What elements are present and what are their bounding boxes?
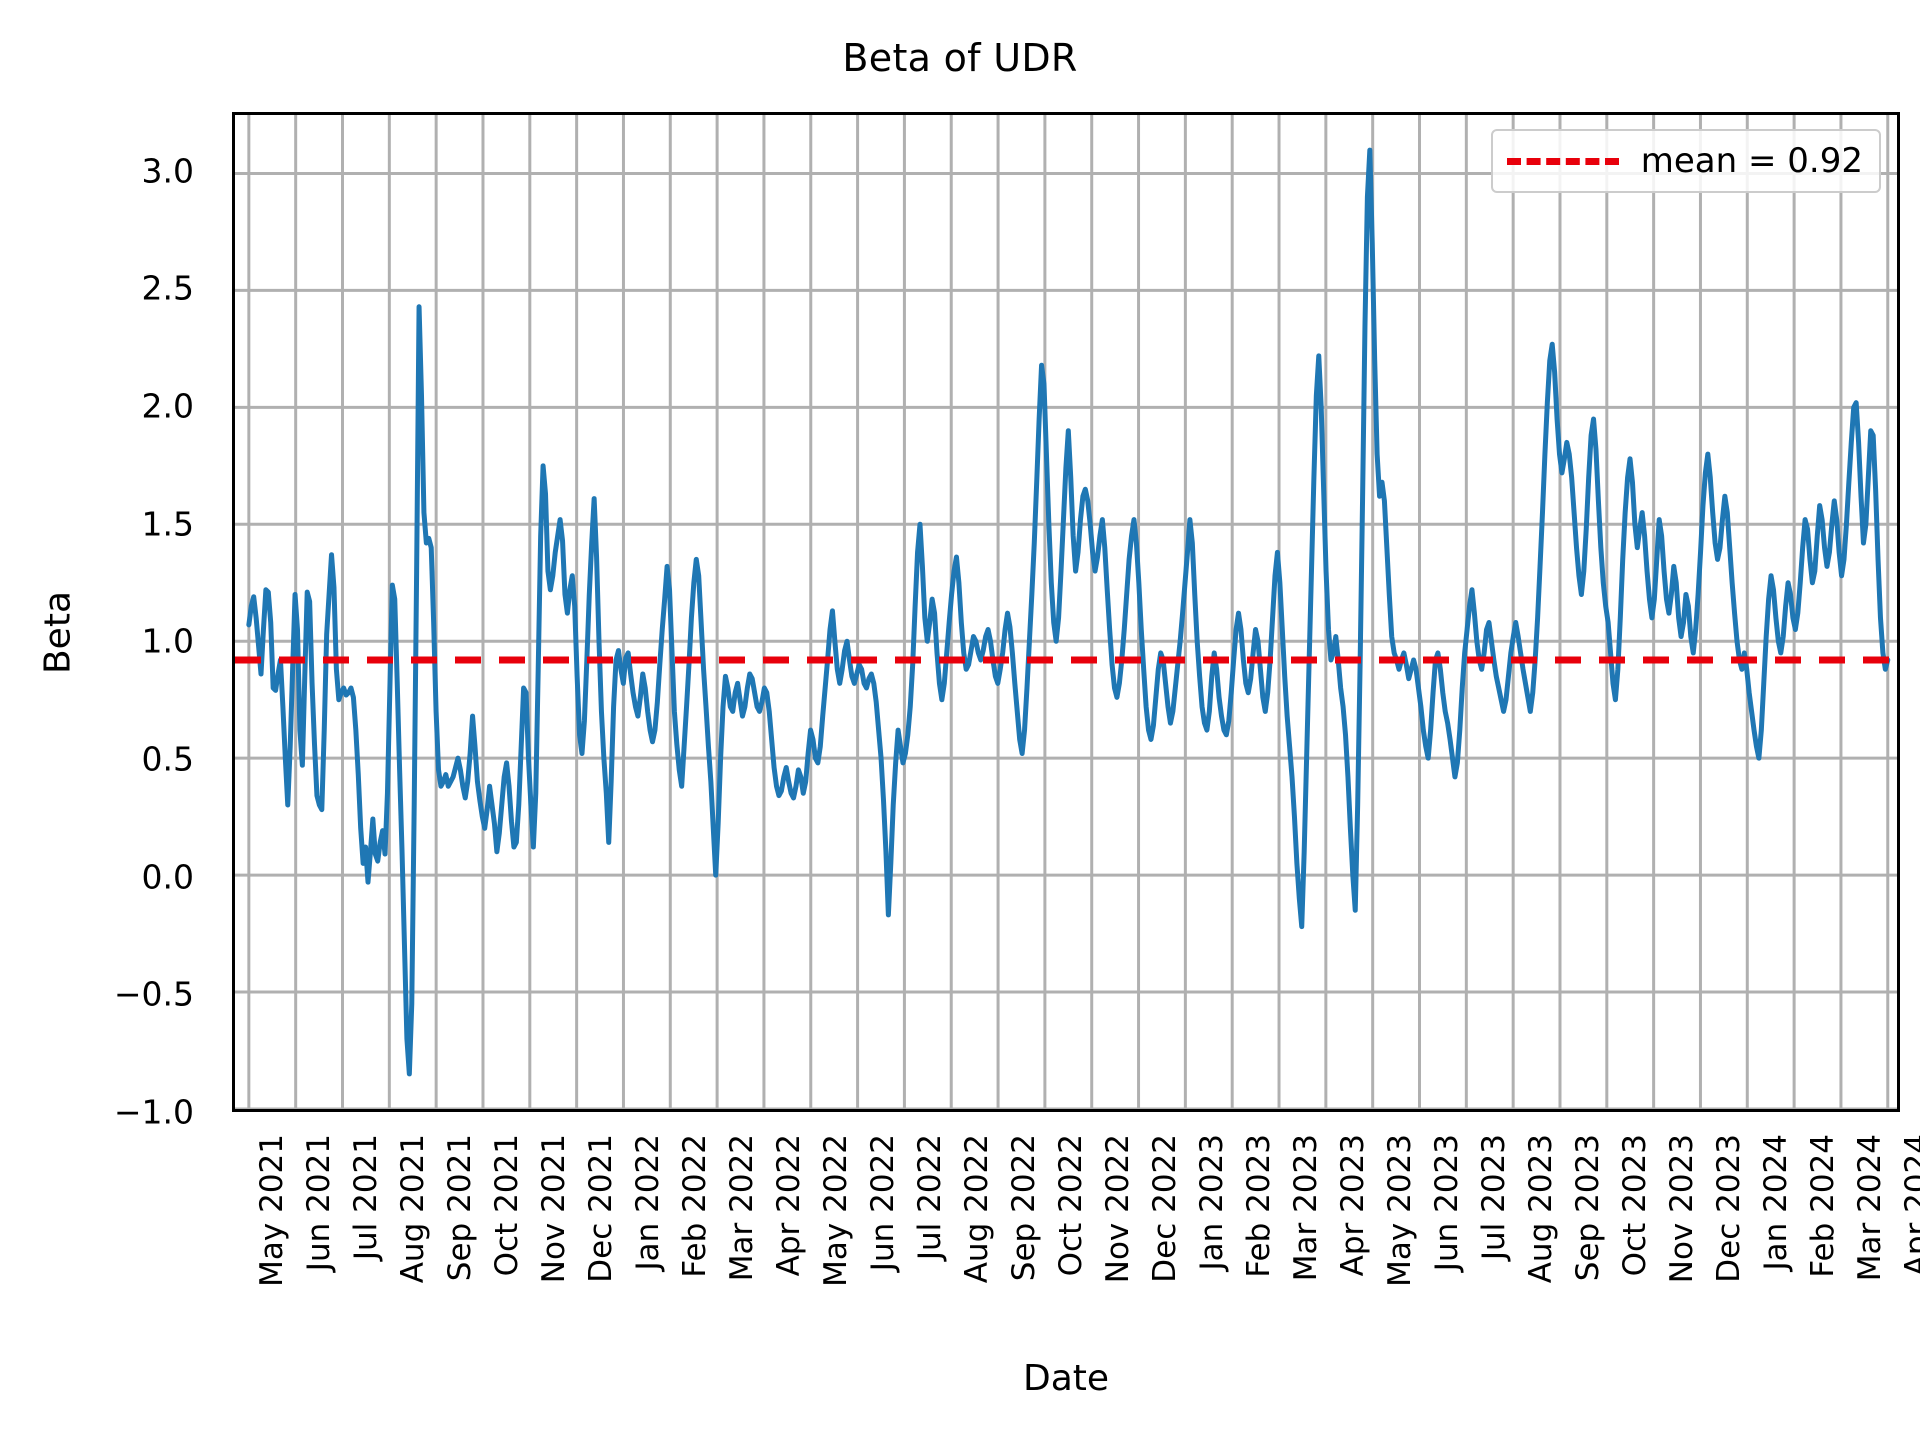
y-tick-label: 1.5 bbox=[141, 504, 194, 544]
x-tick-label: Sep 2023 bbox=[1569, 1134, 1606, 1282]
x-axis-tick-labels: May 2021 Jun 2021 Jul 2021 Aug 2021 Sep 2021… bbox=[232, 1112, 1920, 1352]
x-tick-label: Dec 2023 bbox=[1710, 1134, 1747, 1283]
y-tick-label: −1.0 bbox=[113, 1092, 194, 1132]
x-tick-label: Jul 2021 bbox=[347, 1134, 384, 1261]
x-tick-label: Oct 2023 bbox=[1616, 1134, 1653, 1277]
x-tick-label: May 2021 bbox=[253, 1134, 290, 1287]
x-tick-label: Sep 2022 bbox=[1005, 1134, 1042, 1282]
x-tick-label: Sep 2021 bbox=[441, 1134, 478, 1282]
x-tick-label: Jun 2023 bbox=[1428, 1134, 1465, 1272]
x-tick-label: Aug 2022 bbox=[958, 1134, 995, 1284]
x-tick-label: Oct 2021 bbox=[488, 1134, 525, 1277]
x-tick-label: Mar 2023 bbox=[1287, 1134, 1324, 1282]
x-tick-label: Feb 2024 bbox=[1804, 1134, 1841, 1278]
x-tick-label: Apr 2024 bbox=[1898, 1134, 1920, 1277]
legend-box: mean = 0.92 bbox=[1490, 129, 1881, 193]
x-tick-label: Feb 2022 bbox=[676, 1134, 713, 1278]
y-tick-label: 0.0 bbox=[141, 857, 194, 897]
x-tick-label: Nov 2022 bbox=[1099, 1134, 1136, 1284]
x-tick-label: Jan 2022 bbox=[629, 1134, 666, 1271]
x-tick-label: Jul 2022 bbox=[911, 1134, 948, 1261]
x-tick-label: Mar 2022 bbox=[723, 1134, 760, 1282]
y-axis-tick-labels: −1.0 −0.5 0.0 0.5 1.0 1.5 2.0 2.5 3.0 bbox=[0, 112, 212, 1131]
legend-mean-label: mean = 0.92 bbox=[1640, 141, 1863, 181]
plot-area: mean = 0.92 bbox=[232, 112, 1900, 1112]
x-axis-label: Date bbox=[1022, 1358, 1110, 1399]
x-tick-label: Nov 2021 bbox=[535, 1134, 572, 1284]
x-tick-label: Jan 2023 bbox=[1193, 1134, 1230, 1271]
y-tick-label: 2.5 bbox=[141, 268, 194, 308]
chart-title: Beta of UDR bbox=[842, 36, 1078, 80]
x-tick-label: Nov 2023 bbox=[1663, 1134, 1700, 1284]
beta-line-series bbox=[246, 147, 1891, 1077]
x-tick-label: Aug 2021 bbox=[394, 1134, 431, 1284]
x-tick-label: Aug 2023 bbox=[1522, 1134, 1559, 1284]
y-tick-label: 2.0 bbox=[141, 386, 194, 426]
vertical-gridlines bbox=[247, 115, 1890, 1109]
x-tick-label: Oct 2022 bbox=[1052, 1134, 1089, 1277]
x-tick-label: Jan 2024 bbox=[1757, 1134, 1794, 1271]
x-tick-label: Jun 2022 bbox=[864, 1134, 901, 1272]
x-tick-label: Dec 2022 bbox=[1146, 1134, 1183, 1283]
legend-mean-swatch-icon bbox=[1506, 157, 1619, 165]
horizontal-gridlines bbox=[235, 171, 1897, 1109]
x-tick-label: Jul 2023 bbox=[1475, 1134, 1512, 1261]
x-tick-label: Mar 2024 bbox=[1851, 1134, 1888, 1282]
x-tick-label: Feb 2023 bbox=[1240, 1134, 1277, 1278]
y-tick-label: 3.0 bbox=[141, 151, 194, 191]
x-tick-label: Apr 2023 bbox=[1334, 1134, 1371, 1277]
x-tick-label: May 2023 bbox=[1381, 1134, 1418, 1287]
y-tick-label: 1.0 bbox=[141, 621, 194, 661]
x-tick-label: May 2022 bbox=[817, 1134, 854, 1287]
y-tick-label: 0.5 bbox=[141, 739, 194, 779]
plot-svg bbox=[235, 115, 1897, 1109]
x-tick-label: Jun 2021 bbox=[300, 1134, 337, 1272]
x-tick-label: Dec 2021 bbox=[582, 1134, 619, 1283]
y-tick-label: −0.5 bbox=[113, 974, 194, 1014]
x-tick-label: Apr 2022 bbox=[770, 1134, 807, 1277]
